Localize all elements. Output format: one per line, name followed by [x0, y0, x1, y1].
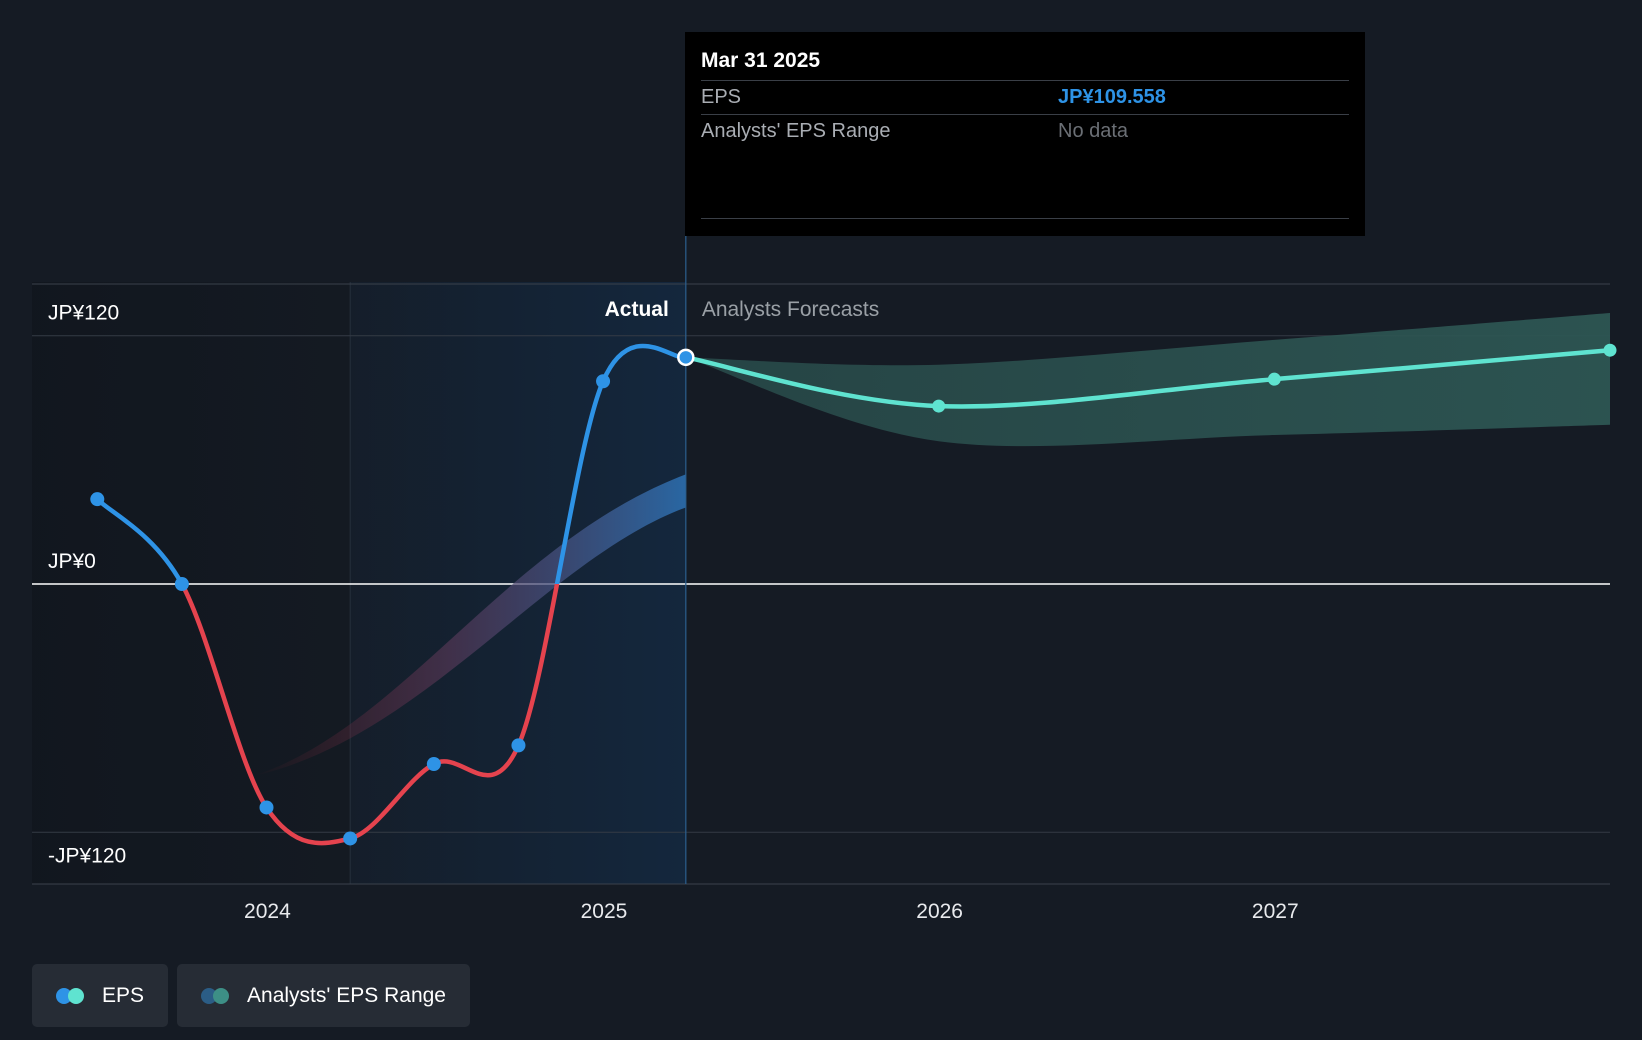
eps-legend-icon: [56, 987, 86, 1004]
tooltip-divider: [701, 218, 1349, 219]
tooltip-row-eps: EPS JP¥109.558: [701, 80, 1349, 114]
x-tick-label: 2025: [581, 900, 628, 923]
eps-forecast-point: [1267, 372, 1281, 386]
eps-actual-point: [511, 738, 526, 753]
actual-region-label: Actual: [605, 298, 669, 321]
x-tick-label: 2026: [916, 900, 963, 923]
range-legend-icon: [201, 987, 231, 1004]
legend-eps-label: EPS: [102, 983, 145, 1007]
tooltip-eps-value: JP¥109.558: [1058, 86, 1166, 108]
eps-forecast-point: [1603, 343, 1617, 357]
analysts-eps-range-band: [685, 312, 1610, 447]
eps-actual-line-negative: [179, 584, 560, 846]
eps-actual-point: [343, 831, 358, 846]
eps-actual-point: [426, 757, 441, 771]
eps-actual-point: [90, 492, 105, 507]
hover-tooltip: Mar 31 2025 EPS JP¥109.558 Analysts' EPS…: [685, 32, 1365, 236]
tooltip-range-label: Analysts' EPS Range: [701, 120, 891, 142]
legend: EPS Analysts' EPS Range: [32, 964, 470, 1027]
y-tick-label: -JP¥120: [48, 844, 126, 867]
eps-actual-point: [596, 374, 611, 389]
tooltip-range-value: No data: [1058, 120, 1129, 142]
legend-item-eps[interactable]: EPS: [32, 964, 169, 1027]
eps-actual-point: [677, 348, 695, 367]
legend-item-range[interactable]: Analysts' EPS Range: [177, 964, 470, 1027]
past-period-shade: [32, 282, 351, 884]
tooltip-row-range: Analysts' EPS Range No data: [701, 114, 1349, 148]
eps-actual-point: [259, 800, 274, 815]
x-tick-label: 2027: [1252, 900, 1299, 923]
eps-actual-point: [174, 577, 189, 591]
y-tick-label: JP¥120: [48, 302, 119, 325]
legend-range-label: Analysts' EPS Range: [247, 983, 446, 1007]
forecast-region-label: Analysts Forecasts: [702, 298, 879, 321]
eps-actual-line-positive: [95, 343, 689, 584]
tooltip-date: Mar 31 2025: [701, 49, 821, 72]
x-tick-label: 2024: [244, 900, 291, 923]
trend-wedge: [251, 474, 686, 777]
tooltip-eps-label: EPS: [701, 86, 742, 108]
eps-forecast-line: [683, 347, 1613, 409]
eps-forecast-point: [932, 399, 946, 413]
y-tick-label: JP¥0: [48, 550, 96, 573]
